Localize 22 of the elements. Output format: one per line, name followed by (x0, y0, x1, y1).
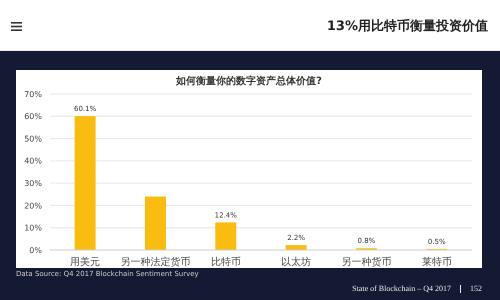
bar (144, 196, 166, 250)
bar (215, 222, 236, 250)
x-tick-label: 比特币 (210, 256, 241, 268)
text: 13%用比特币衡量投资价值 (326, 18, 488, 35)
bar (74, 116, 96, 250)
bar (286, 245, 307, 250)
x-tick-label: 莱特币 (422, 256, 452, 268)
chart-title: 如何衡量你的数字资产总体价值? (174, 74, 323, 88)
text: State of Blockchain – Q4 2017 (352, 284, 451, 293)
y-tick-label: 60% (24, 112, 42, 122)
y-tick-label: 20% (24, 201, 42, 210)
x-tick-label: 另一种货币 (342, 256, 392, 268)
y-tick-label: 40% (24, 156, 42, 166)
x-tick-label: 用美元 (70, 256, 100, 268)
y-tick-label: 10% (24, 224, 42, 233)
x-tick-label: 以太坊 (281, 256, 312, 268)
text: 152 (470, 284, 482, 293)
y-tick-label: 30% (24, 178, 42, 188)
y-tick-label: 70% (24, 90, 42, 99)
x-tick-label: 另一种法定货币 (120, 256, 190, 268)
y-tick-label: 0% (29, 246, 42, 255)
y-tick-label: 50% (24, 134, 42, 144)
